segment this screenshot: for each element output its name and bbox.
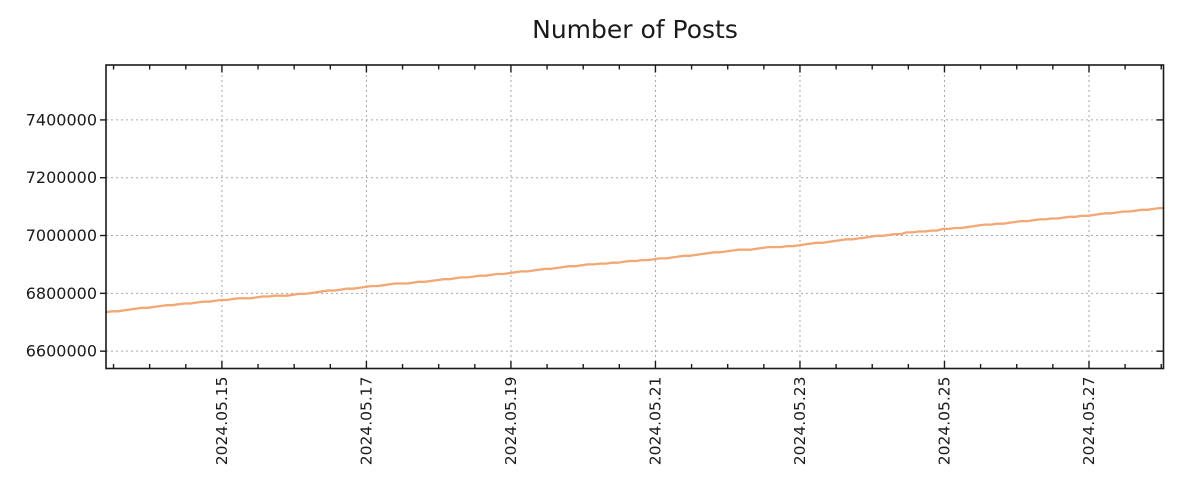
x-tick-label: 2024.05.15 — [213, 377, 231, 466]
plot-border — [105, 64, 1165, 370]
border-layer — [105, 64, 1165, 370]
y-tick-label: 6600000 — [26, 342, 97, 361]
y-tick-label: 7200000 — [26, 168, 97, 187]
x-tick-label: 2024.05.25 — [935, 377, 953, 466]
grid-layer — [106, 65, 1164, 369]
x-tick-label: 2024.05.23 — [791, 377, 809, 466]
label-layer: 6600000 6800000 7000000 7200000 7400000 2024.… — [26, 110, 1098, 465]
tick-layer — [100, 65, 1164, 369]
y-tick-label: 7000000 — [26, 226, 97, 245]
x-tick-label: 2024.05.27 — [1080, 377, 1098, 466]
series-line-number-of-posts — [104, 206, 1165, 314]
x-tick-label: 2024.05.17 — [357, 377, 375, 466]
x-tick-label: 2024.05.21 — [646, 377, 664, 466]
series-layer — [104, 206, 1165, 314]
y-tick-label: 6800000 — [26, 284, 97, 303]
y-tick-label: 7400000 — [26, 110, 97, 129]
x-tick-label: 2024.05.19 — [502, 377, 520, 466]
chart-title: Number of Posts — [532, 15, 738, 44]
